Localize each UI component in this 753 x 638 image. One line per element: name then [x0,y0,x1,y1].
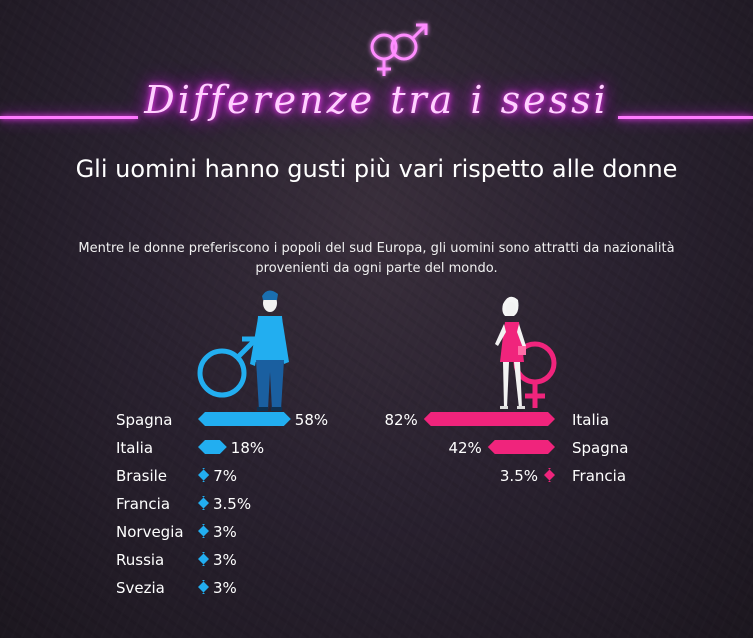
women-value-francia: 3.5% [500,467,538,485]
women-bar-francia [544,468,555,482]
men-category-spagna: Spagna [116,411,172,429]
gender-symbols-icon [370,23,428,76]
men-value-italia: 18% [231,439,264,457]
subtitle: Gli uomini hanno gusti più vari rispetto… [75,155,678,183]
women-value-italia: 82% [384,411,417,429]
men-bar-brasile [198,468,210,482]
men-category-francia: Francia [116,495,170,513]
page-title: Differenze tra i sessi [144,78,609,122]
women-bar-italia [423,412,555,426]
men-bar-spagna [198,412,291,426]
women-value-spagna: 42% [448,439,481,457]
woman-figure-icon [495,296,526,409]
men-bar-italia [198,440,227,454]
men-category-italia: Italia [116,439,153,457]
men-bar-russia [198,552,209,566]
neon-line-left [0,116,138,119]
women-category-spagna: Spagna [572,439,628,457]
men-value-russia: 3% [213,551,237,569]
neon-line-right [618,116,753,119]
men-value-norvegia: 3% [213,523,237,541]
men-value-francia: 3.5% [213,495,251,513]
man-figure-icon [250,290,289,411]
men-category-norvegia: Norvegia [116,523,184,541]
women-bar-spagna [487,440,555,454]
men-bar-chart: Spagna 58% Italia 18% Brasile 7% Francia 3.5% No… [116,411,328,597]
men-bar-svezia [198,580,209,594]
male-symbol-icon [197,336,259,398]
men-value-brasile: 7% [213,467,237,485]
men-value-svezia: 3% [213,579,237,597]
men-category-russia: Russia [116,551,164,569]
women-bar-chart: 82% Italia 42% Spagna 3.5% Francia [384,411,628,485]
women-category-italia: Italia [572,411,609,429]
men-bar-francia [198,496,209,510]
women-category-francia: Francia [572,467,626,485]
description: Mentre le donne preferiscono i popoli de… [78,241,675,276]
men-bar-norvegia [198,524,209,538]
men-category-svezia: Svezia [116,579,165,597]
men-value-spagna: 58% [295,411,328,429]
men-category-brasile: Brasile [116,467,167,485]
